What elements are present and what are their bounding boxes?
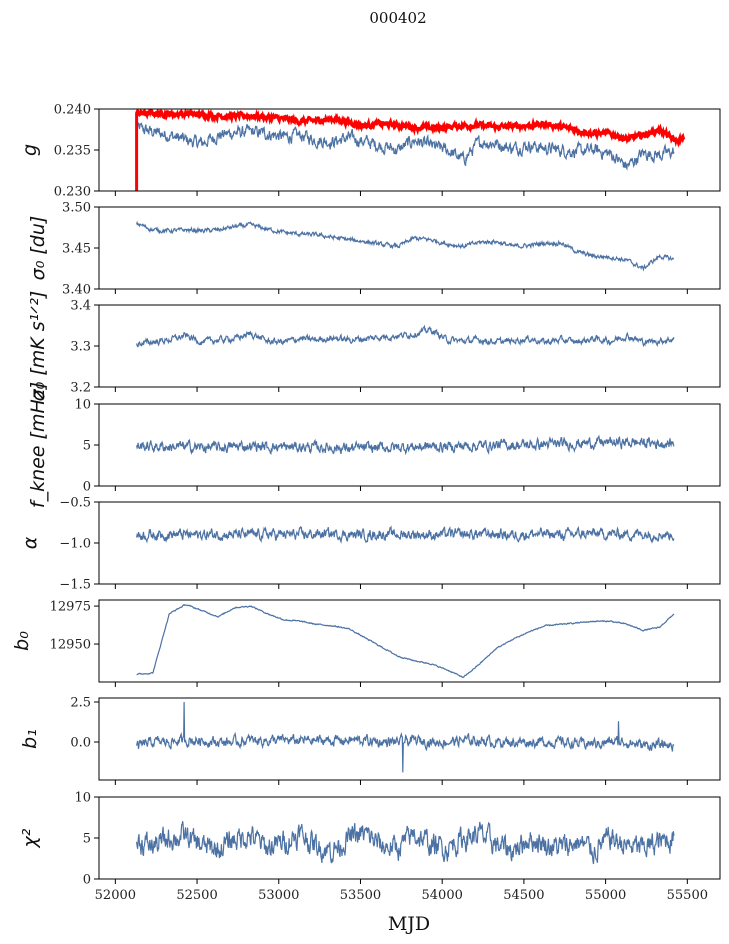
- series-line-sigma0-calibrated: [136, 324, 675, 348]
- y-tick-label: 10: [74, 791, 91, 806]
- series-line-g-reference: [135, 109, 686, 191]
- y-tick-label: 3.4: [70, 299, 91, 314]
- panel-7: 0.0 2.5 b₁: [19, 696, 721, 785]
- x-tick-label: 52000: [95, 888, 136, 903]
- axes-frame: [98, 501, 721, 585]
- y-axis-label: b₁: [19, 729, 41, 749]
- x-tick-label: 52500: [176, 888, 217, 903]
- series-line-g-fit: [136, 121, 675, 171]
- series-line-alpha: [136, 525, 675, 545]
- series-line-b0: [136, 604, 675, 679]
- axes-frame: [98, 206, 721, 290]
- panel-4: 0 5 10 f_knee [mHz]: [27, 382, 721, 508]
- y-tick-label: 5: [83, 832, 91, 847]
- y-tick-label: 0.0: [70, 736, 91, 751]
- panel-1: 0.230 0.235 0.240 g: [19, 103, 721, 200]
- y-axis-label: b₀: [11, 631, 33, 651]
- y-tick-label: 3.40: [62, 283, 91, 298]
- y-tick-label: −0.5: [59, 496, 91, 511]
- panel-6: 12950 12975 b₀: [11, 599, 721, 687]
- y-tick-label: 0.240: [54, 103, 91, 118]
- series-line-sigma0: [136, 220, 675, 272]
- y-axis-label: α: [19, 536, 41, 549]
- series-line-chi2: [136, 821, 675, 865]
- y-tick-label: −1.5: [59, 578, 91, 593]
- chart-title: 000402: [369, 9, 426, 27]
- x-tick-label: 55500: [667, 888, 708, 903]
- y-tick-label: 5: [83, 439, 91, 454]
- y-tick-label: 3.45: [62, 242, 91, 257]
- y-axis-label: f_knee [mHz]: [27, 382, 49, 508]
- x-axis-label: MJD: [388, 913, 430, 935]
- x-tick-label: 53500: [340, 888, 381, 903]
- axes-frame: [98, 403, 721, 487]
- panel-8: 0 5 10 52000 52500 53000 53500 54000 54500 55000 5…: [19, 791, 721, 903]
- y-tick-label: 2.5: [70, 696, 91, 711]
- series-line-fknee: [136, 434, 675, 456]
- y-tick-label: 0: [83, 480, 91, 495]
- x-tick-label: 55000: [585, 888, 626, 903]
- y-tick-label: 10: [74, 398, 91, 413]
- y-axis-label: g: [19, 144, 41, 156]
- y-tick-label: 3.2: [70, 381, 91, 396]
- y-tick-label: 3.3: [70, 340, 91, 355]
- axes-frame: [98, 108, 721, 192]
- y-tick-label: 12975: [50, 600, 91, 615]
- y-tick-label: −1.0: [59, 537, 91, 552]
- y-tick-label: 12950: [50, 638, 91, 653]
- y-tick-label: 3.50: [62, 201, 91, 216]
- x-tick-label: 53000: [258, 888, 299, 903]
- series-line-b1: [136, 701, 675, 773]
- y-tick-label: 0: [83, 873, 91, 888]
- y-tick-label: 0.235: [54, 144, 91, 159]
- x-tick-label: 54000: [422, 888, 463, 903]
- axes-frame: [98, 599, 721, 683]
- panel-2: 3.40 3.45 3.50 σ₀ [du]: [27, 201, 721, 298]
- y-axis-label: χ²: [19, 828, 41, 848]
- axes-frame: [98, 304, 721, 388]
- y-axis-label: σ₀ [du]: [27, 216, 49, 281]
- panel-5: −1.5 −1.0 −0.5 α: [19, 496, 721, 593]
- y-axis-label: σ₀ [mK s¹ᐟ²]: [27, 291, 49, 402]
- axes-frame: [98, 697, 721, 781]
- y-tick-label: 0.230: [54, 185, 91, 200]
- panel-3: 3.2 3.3 3.4 σ₀ [mK s¹ᐟ²]: [27, 291, 721, 402]
- x-tick-label: 54500: [503, 888, 544, 903]
